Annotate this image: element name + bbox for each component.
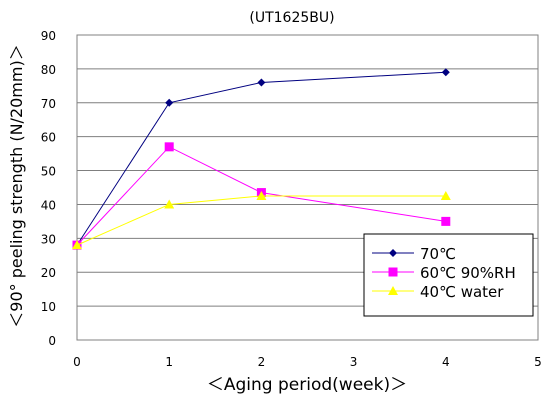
series-line [76, 71, 446, 246]
y-tick-label: 60 [41, 131, 56, 145]
legend-item: 60℃ 90%RH [372, 264, 516, 282]
y-tick-label: 50 [41, 165, 56, 179]
x-tick-label: 5 [534, 355, 542, 369]
x-tick-label: 2 [258, 355, 266, 369]
data-point [164, 199, 175, 209]
legend-marker [388, 267, 398, 277]
series-layer [72, 68, 451, 250]
y-tick-label: 70 [41, 97, 56, 111]
x-tick-label: 0 [73, 355, 81, 369]
y-tick-label: 30 [41, 232, 56, 246]
y-tick-label: 90 [41, 29, 56, 43]
y-tick-label: 40 [41, 198, 56, 212]
y-tick-label: 0 [48, 334, 56, 348]
legend-box [363, 233, 534, 317]
x-tick-labels: 0 1 2 3 4 5 [73, 355, 542, 369]
data-point [165, 98, 174, 107]
legend-item: 70℃ [372, 245, 456, 263]
legend-marker [388, 286, 398, 295]
series-line [76, 195, 446, 246]
legend-item: 40℃ water [372, 283, 504, 301]
data-point [440, 190, 451, 200]
series-line [76, 146, 446, 246]
data-point [441, 68, 450, 77]
y-tick-label: 80 [41, 63, 56, 77]
legend-label: 40℃ water [420, 283, 504, 301]
data-point [164, 142, 174, 152]
data-point [257, 78, 266, 87]
data-point [441, 216, 451, 226]
legend-marker [389, 249, 397, 257]
legend-label: 70℃ [420, 245, 456, 263]
x-tick-label: 3 [350, 355, 358, 369]
y-tick-label: 10 [41, 300, 56, 314]
chart-title: (UT1625BU) [249, 10, 334, 26]
data-point [72, 240, 82, 250]
y-axis-title: ＜90° peeling strength (N/20mm)＞ [7, 44, 26, 327]
x-axis-title: ＜Aging period(week)＞ [207, 375, 407, 395]
data-point [256, 190, 267, 200]
x-tick-label: 4 [442, 355, 450, 369]
series-2 [72, 190, 451, 250]
legend-label: 60℃ 90%RH [420, 264, 516, 282]
y-tick-label: 20 [41, 266, 56, 280]
x-tick-label: 1 [165, 355, 173, 369]
y-tick-labels: 0 10 20 30 40 50 60 70 80 90 [41, 29, 56, 348]
